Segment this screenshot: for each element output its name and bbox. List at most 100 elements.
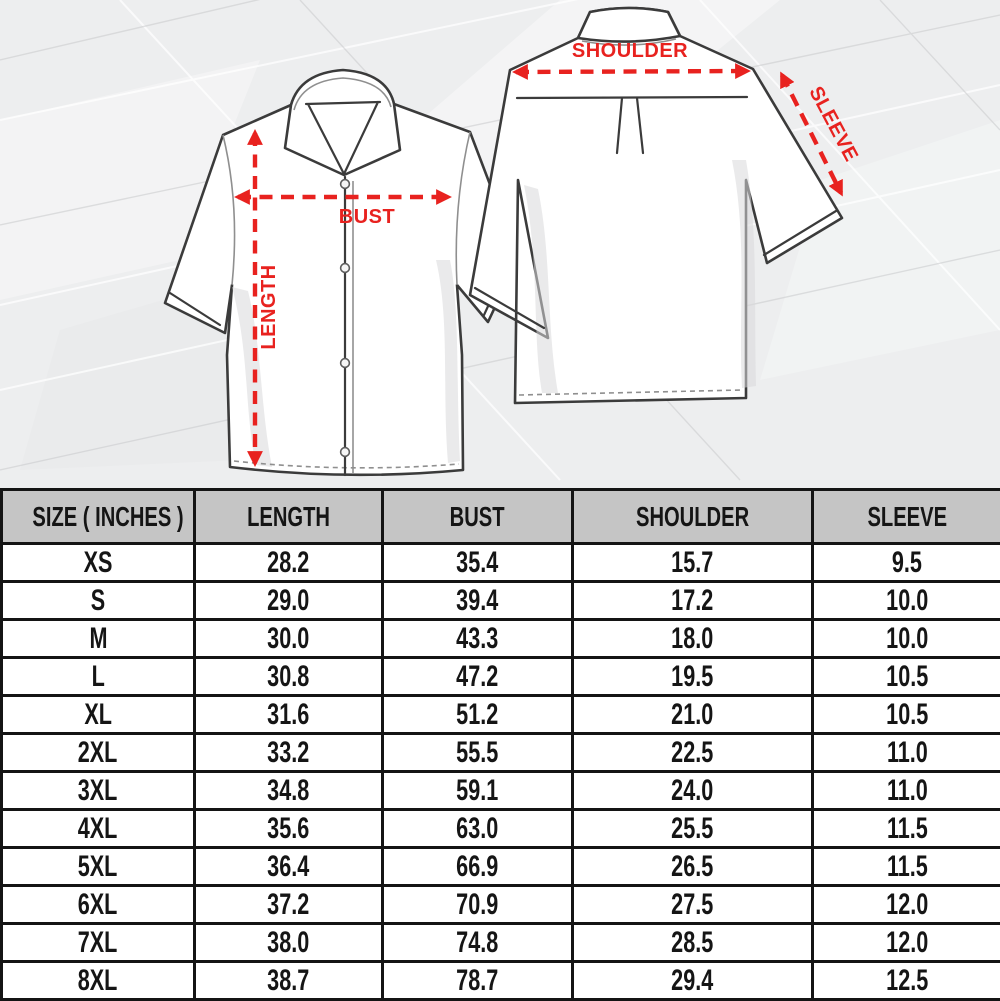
column-header-label: LENGTH xyxy=(247,501,330,533)
cell-value: 70.9 xyxy=(456,888,498,922)
column-header-shoulder: SHOULDER xyxy=(573,490,813,544)
bust-cell: 70.9 xyxy=(383,886,573,924)
sleeve-cell: 12.5 xyxy=(813,962,1000,1000)
length-cell: 37.2 xyxy=(195,886,383,924)
sleeve-cell: 12.0 xyxy=(813,924,1000,962)
shoulder-cell: 21.0 xyxy=(573,696,813,734)
cell-value: 17.2 xyxy=(671,584,713,618)
sleeve-cell: 10.5 xyxy=(813,696,1000,734)
cell-value: 37.2 xyxy=(267,888,309,922)
column-header-size: SIZE ( INCHES ) xyxy=(2,490,195,544)
bust-cell: 51.2 xyxy=(383,696,573,734)
length-cell: 28.2 xyxy=(195,544,383,582)
cell-value: 10.0 xyxy=(886,622,928,656)
bust-cell: 59.1 xyxy=(383,772,573,810)
size-cell: 4XL xyxy=(2,810,195,848)
cell-value: 30.0 xyxy=(267,622,309,656)
bust-cell: 78.7 xyxy=(383,962,573,1000)
cell-value: 19.5 xyxy=(671,660,713,694)
bust-cell: 39.4 xyxy=(383,582,573,620)
cell-value: 78.7 xyxy=(456,964,498,998)
button xyxy=(341,448,350,457)
cell-value: 47.2 xyxy=(456,660,498,694)
size-cell: 6XL xyxy=(2,886,195,924)
bust-label: BUST xyxy=(339,206,395,228)
cell-value: 11.0 xyxy=(887,774,928,808)
table-row: 3XL 34.8 59.1 24.0 11.0 xyxy=(2,772,1000,810)
sleeve-cell: 9.5 xyxy=(813,544,1000,582)
cell-value: 35.6 xyxy=(267,812,309,846)
table-row: XS 28.2 35.4 15.7 9.5 xyxy=(2,544,1000,582)
cell-value: 35.4 xyxy=(456,546,498,580)
length-cell: 30.8 xyxy=(195,658,383,696)
shoulder-cell: 26.5 xyxy=(573,848,813,886)
shoulder-cell: 24.0 xyxy=(573,772,813,810)
cell-value: 21.0 xyxy=(671,698,713,732)
measurement-diagram: BUST LENGTH xyxy=(0,0,1000,488)
table-row: S 29.0 39.4 17.2 10.0 xyxy=(2,582,1000,620)
length-cell: 29.0 xyxy=(195,582,383,620)
cell-value: 12.5 xyxy=(886,964,928,998)
shoulder-cell: 19.5 xyxy=(573,658,813,696)
cell-value: 10.0 xyxy=(886,584,928,618)
table-row: XL 31.6 51.2 21.0 10.5 xyxy=(2,696,1000,734)
table-row: 8XL 38.7 78.7 29.4 12.5 xyxy=(2,962,1000,1000)
column-header-label: SIZE ( INCHES ) xyxy=(32,501,183,533)
table-header: SIZE ( INCHES ) LENGTH BUST SHOULDER SLE… xyxy=(2,490,1000,544)
bust-cell: 74.8 xyxy=(383,924,573,962)
shoulder-cell: 25.5 xyxy=(573,810,813,848)
back-shirt-diagram: SHOULDER SLEEVE xyxy=(470,5,870,415)
cell-value: 27.5 xyxy=(671,888,713,922)
sleeve-cell: 10.0 xyxy=(813,582,1000,620)
cell-value: 38.0 xyxy=(267,926,309,960)
button xyxy=(341,180,350,189)
sleeve-cell: 10.5 xyxy=(813,658,1000,696)
column-header-sleeve: SLEEVE xyxy=(813,490,1000,544)
size-cell: 5XL xyxy=(2,848,195,886)
cell-value: 25.5 xyxy=(671,812,713,846)
table-row: L 30.8 47.2 19.5 10.5 xyxy=(2,658,1000,696)
cell-value: 12.0 xyxy=(886,888,928,922)
length-label: LENGTH xyxy=(258,264,280,349)
cell-value: S xyxy=(91,584,105,618)
bust-cell: 66.9 xyxy=(383,848,573,886)
size-cell: 8XL xyxy=(2,962,195,1000)
cell-value: 28.2 xyxy=(267,546,309,580)
shoulder-cell: 15.7 xyxy=(573,544,813,582)
column-header-label: SLEEVE xyxy=(867,501,947,533)
shoulder-cell: 17.2 xyxy=(573,582,813,620)
cell-value: 11.5 xyxy=(887,850,928,884)
bust-cell: 35.4 xyxy=(383,544,573,582)
shoulder-label: SHOULDER xyxy=(572,40,688,62)
table-row: 4XL 35.6 63.0 25.5 11.5 xyxy=(2,810,1000,848)
cell-value: 11.0 xyxy=(887,736,928,770)
cell-value: XL xyxy=(84,698,112,732)
column-header-bust: BUST xyxy=(383,490,573,544)
cell-value: 6XL xyxy=(78,888,118,922)
shoulder-cell: 28.5 xyxy=(573,924,813,962)
cell-value: 18.0 xyxy=(671,622,713,656)
cell-value: 11.5 xyxy=(887,812,928,846)
length-cell: 31.6 xyxy=(195,696,383,734)
sleeve-cell: 12.0 xyxy=(813,886,1000,924)
bust-cell: 55.5 xyxy=(383,734,573,772)
cell-value: L xyxy=(91,660,104,694)
sleeve-label: SLEEVE xyxy=(804,83,862,166)
cell-value: 9.5 xyxy=(892,546,922,580)
cell-value: 39.4 xyxy=(456,584,498,618)
cell-value: 33.2 xyxy=(267,736,309,770)
table-row: M 30.0 43.3 18.0 10.0 xyxy=(2,620,1000,658)
cell-value: 63.0 xyxy=(456,812,498,846)
button xyxy=(341,359,350,368)
cell-value: 36.4 xyxy=(267,850,309,884)
cell-value: 8XL xyxy=(78,964,118,998)
size-cell: 3XL xyxy=(2,772,195,810)
cell-value: XS xyxy=(84,546,113,580)
sleeve-cell: 11.0 xyxy=(813,772,1000,810)
shoulder-cell: 22.5 xyxy=(573,734,813,772)
cell-value: 74.8 xyxy=(456,926,498,960)
sleeve-cell: 10.0 xyxy=(813,620,1000,658)
size-cell: L xyxy=(2,658,195,696)
cell-value: 59.1 xyxy=(456,774,498,808)
sleeve-cell: 11.0 xyxy=(813,734,1000,772)
